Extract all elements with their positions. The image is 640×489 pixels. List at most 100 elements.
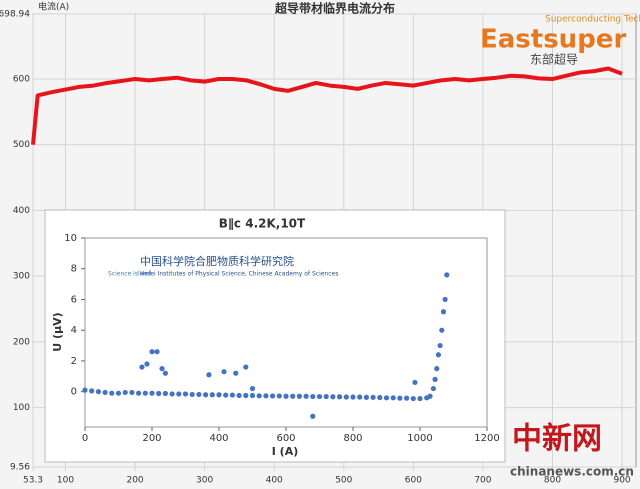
- data-point: [154, 349, 160, 355]
- data-point: [196, 391, 202, 398]
- y-tick-label: 4: [71, 325, 77, 336]
- y-axis-label: 电流(A): [38, 1, 69, 13]
- data-point: [162, 390, 168, 397]
- data-point: [256, 393, 262, 399]
- data-point: [316, 393, 323, 400]
- inset-logo-name: 中国科学院合肥物质科学研究院: [140, 254, 294, 268]
- data-point: [223, 392, 229, 398]
- data-point: [209, 392, 215, 398]
- data-point: [437, 342, 443, 349]
- data-point: [283, 393, 289, 399]
- chart-title: 超导带材临界电流分布: [274, 1, 395, 16]
- inset-logo-english: Hefei Institutes of Physical Science, Ch…: [140, 271, 338, 278]
- inset-logo-emblem: Science Island: [108, 271, 151, 278]
- y-tick-label: 6: [71, 294, 77, 305]
- data-point: [444, 272, 450, 278]
- data-point: [357, 394, 363, 400]
- data-point: [310, 393, 316, 400]
- data-point: [189, 391, 195, 398]
- x-tick-label: 200: [142, 433, 161, 444]
- data-point: [229, 392, 235, 398]
- data-point: [417, 395, 423, 402]
- logo-subtitle: 东部超导: [530, 52, 578, 67]
- data-point: [162, 370, 168, 376]
- data-point: [159, 366, 165, 372]
- y-tick-label: 100: [13, 403, 30, 413]
- x-tick-label: 53.3: [23, 476, 43, 486]
- x-tick-label: 500: [335, 476, 352, 486]
- x-tick-label: 600: [276, 433, 295, 444]
- x-tick-label: 800: [343, 433, 362, 444]
- data-point: [109, 390, 115, 396]
- y-tick-label: 300: [13, 272, 30, 282]
- data-point: [243, 364, 249, 370]
- data-point: [129, 389, 135, 396]
- data-point: [182, 391, 189, 397]
- data-point: [440, 309, 447, 315]
- data-point: [439, 327, 445, 333]
- data-point: [206, 372, 212, 378]
- data-point: [276, 393, 282, 399]
- x-tick-label: 100: [57, 476, 74, 486]
- data-point: [149, 349, 155, 355]
- data-point: [139, 364, 145, 370]
- y-tick-label: 8: [71, 264, 77, 275]
- x-tick-label: 600: [405, 476, 422, 486]
- data-point: [142, 390, 148, 396]
- y-tick-label: 500: [13, 140, 30, 150]
- watermark-name: 中新网: [512, 422, 602, 457]
- data-point: [330, 394, 336, 400]
- y-tick-label: 698.94: [0, 10, 30, 20]
- x-tick-label: 1200: [474, 433, 499, 444]
- data-point: [434, 366, 440, 372]
- data-point: [370, 394, 376, 400]
- data-point: [296, 393, 302, 399]
- data-point: [82, 387, 88, 393]
- x-tick-label: 0: [82, 433, 88, 444]
- data-point: [176, 391, 182, 397]
- data-point: [410, 395, 416, 402]
- data-point: [435, 352, 442, 358]
- data-point: [427, 393, 433, 399]
- data-point: [350, 394, 356, 400]
- data-point: [363, 394, 369, 400]
- data-line: [31, 66, 623, 145]
- x-axis-label: I (A): [272, 445, 299, 458]
- data-point: [221, 369, 227, 375]
- data-point: [270, 393, 276, 399]
- logo-name: Eastsuper: [480, 25, 626, 55]
- data-point: [337, 394, 343, 400]
- data-point: [249, 392, 256, 399]
- y-tick-label: 10: [64, 233, 77, 244]
- x-tick-label: 300: [196, 476, 213, 486]
- data-point: [249, 385, 256, 392]
- data-point: [432, 376, 438, 382]
- y-tick-label: 600: [13, 75, 30, 85]
- inset-panel: [44, 209, 506, 463]
- data-point: [95, 389, 101, 395]
- x-tick-label: 400: [209, 433, 228, 444]
- y-axis-label: U (μV): [51, 312, 64, 351]
- y-tick-label: 2: [71, 356, 77, 367]
- chart-title: B∥c 4.2K,10T: [219, 217, 306, 231]
- data-point: [149, 390, 155, 396]
- y-tick-label: 0: [71, 387, 77, 398]
- x-tick-label: 400: [266, 476, 283, 486]
- data-point: [310, 413, 316, 419]
- y-tick-label: 9.56: [10, 463, 30, 473]
- data-point: [102, 389, 108, 396]
- data-point: [290, 393, 296, 399]
- data-point: [156, 390, 162, 397]
- data-point: [377, 394, 383, 401]
- x-tick-label: 800: [544, 476, 561, 486]
- data-point: [303, 393, 309, 399]
- watermark-site: chinanews.com.cn: [510, 465, 634, 479]
- y-tick-label: 200: [13, 337, 30, 347]
- data-point: [243, 392, 249, 399]
- data-point: [89, 388, 95, 394]
- data-point: [263, 393, 269, 399]
- data-point: [236, 392, 242, 399]
- x-tick-label: 700: [474, 476, 491, 486]
- x-tick-label: 200: [126, 476, 143, 486]
- data-point: [390, 395, 396, 401]
